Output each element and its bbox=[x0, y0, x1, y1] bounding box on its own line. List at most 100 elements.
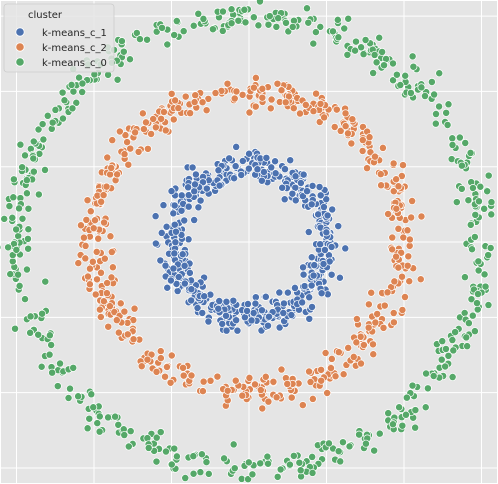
data-point bbox=[334, 33, 343, 42]
data-point bbox=[106, 170, 115, 179]
data-point bbox=[184, 191, 193, 200]
data-point bbox=[304, 18, 313, 27]
data-point bbox=[441, 345, 450, 353]
data-point bbox=[100, 254, 109, 263]
data-point bbox=[169, 115, 178, 124]
data-point bbox=[401, 71, 410, 80]
data-point bbox=[405, 277, 414, 286]
data-point bbox=[347, 139, 356, 148]
data-point bbox=[170, 31, 179, 39]
data-point bbox=[193, 304, 202, 313]
data-point bbox=[26, 328, 35, 337]
data-point bbox=[392, 204, 401, 213]
data-point bbox=[163, 363, 171, 371]
data-point bbox=[99, 297, 108, 306]
data-point bbox=[185, 268, 194, 277]
data-point bbox=[191, 170, 200, 179]
data-point bbox=[151, 123, 160, 132]
data-point bbox=[51, 105, 60, 114]
data-point bbox=[172, 227, 180, 236]
data-point bbox=[237, 171, 246, 179]
data-point bbox=[317, 365, 326, 374]
data-point bbox=[327, 242, 336, 251]
data-point bbox=[202, 184, 211, 193]
data-point bbox=[399, 233, 408, 242]
data-point bbox=[102, 289, 111, 298]
data-point bbox=[331, 372, 340, 381]
data-point bbox=[361, 36, 370, 44]
data-point bbox=[262, 153, 271, 162]
data-point bbox=[39, 135, 48, 144]
data-point bbox=[431, 119, 440, 128]
data-point bbox=[274, 14, 283, 23]
legend-marker bbox=[15, 57, 25, 67]
data-point bbox=[443, 121, 452, 129]
data-point bbox=[227, 5, 236, 14]
data-point bbox=[304, 228, 313, 236]
data-point bbox=[171, 238, 180, 247]
data-point bbox=[137, 362, 146, 371]
data-point bbox=[435, 69, 444, 78]
legend-label: k-means_c_1 bbox=[42, 28, 107, 39]
data-point bbox=[437, 355, 446, 364]
data-point bbox=[104, 413, 113, 422]
data-point bbox=[280, 195, 289, 204]
data-point bbox=[333, 15, 342, 24]
data-point bbox=[371, 152, 379, 161]
data-point bbox=[238, 157, 247, 165]
data-point bbox=[352, 37, 360, 46]
data-point bbox=[300, 282, 309, 291]
data-point bbox=[38, 309, 47, 318]
data-point bbox=[114, 328, 123, 337]
data-point bbox=[307, 200, 316, 209]
data-point bbox=[279, 309, 288, 318]
data-point bbox=[301, 100, 310, 109]
data-point bbox=[308, 468, 317, 477]
data-point bbox=[444, 351, 453, 360]
data-point bbox=[267, 95, 276, 104]
data-point bbox=[170, 201, 179, 210]
data-point bbox=[264, 459, 272, 468]
data-point bbox=[12, 225, 21, 234]
data-point bbox=[334, 348, 343, 357]
data-point bbox=[72, 98, 81, 107]
data-point bbox=[398, 421, 407, 430]
data-point bbox=[466, 220, 475, 229]
data-point bbox=[384, 409, 393, 418]
data-point bbox=[105, 302, 114, 311]
data-point bbox=[103, 153, 112, 162]
data-point bbox=[476, 182, 485, 191]
data-point bbox=[84, 272, 92, 281]
data-point bbox=[158, 23, 166, 32]
data-point bbox=[261, 372, 270, 381]
data-point bbox=[131, 128, 140, 137]
data-point bbox=[405, 235, 414, 244]
data-point bbox=[308, 303, 316, 311]
data-point bbox=[371, 318, 380, 327]
data-point bbox=[316, 99, 325, 108]
data-point bbox=[167, 460, 176, 469]
data-point bbox=[308, 452, 317, 461]
data-point bbox=[364, 300, 373, 309]
data-point bbox=[272, 22, 281, 31]
data-point bbox=[83, 196, 92, 205]
data-point bbox=[398, 306, 407, 314]
data-point bbox=[189, 469, 198, 478]
data-point bbox=[389, 309, 398, 317]
data-point bbox=[484, 251, 493, 260]
data-point bbox=[21, 151, 29, 160]
data-point bbox=[380, 61, 388, 70]
data-point bbox=[87, 390, 96, 399]
data-point bbox=[275, 288, 284, 297]
data-point bbox=[232, 316, 241, 325]
data-point bbox=[265, 12, 274, 21]
data-point bbox=[240, 5, 249, 14]
data-point bbox=[169, 264, 178, 273]
data-point bbox=[199, 377, 208, 386]
data-point bbox=[120, 431, 129, 439]
data-point bbox=[95, 412, 104, 421]
data-point bbox=[177, 206, 186, 215]
data-point bbox=[307, 253, 316, 262]
data-point bbox=[411, 406, 420, 415]
